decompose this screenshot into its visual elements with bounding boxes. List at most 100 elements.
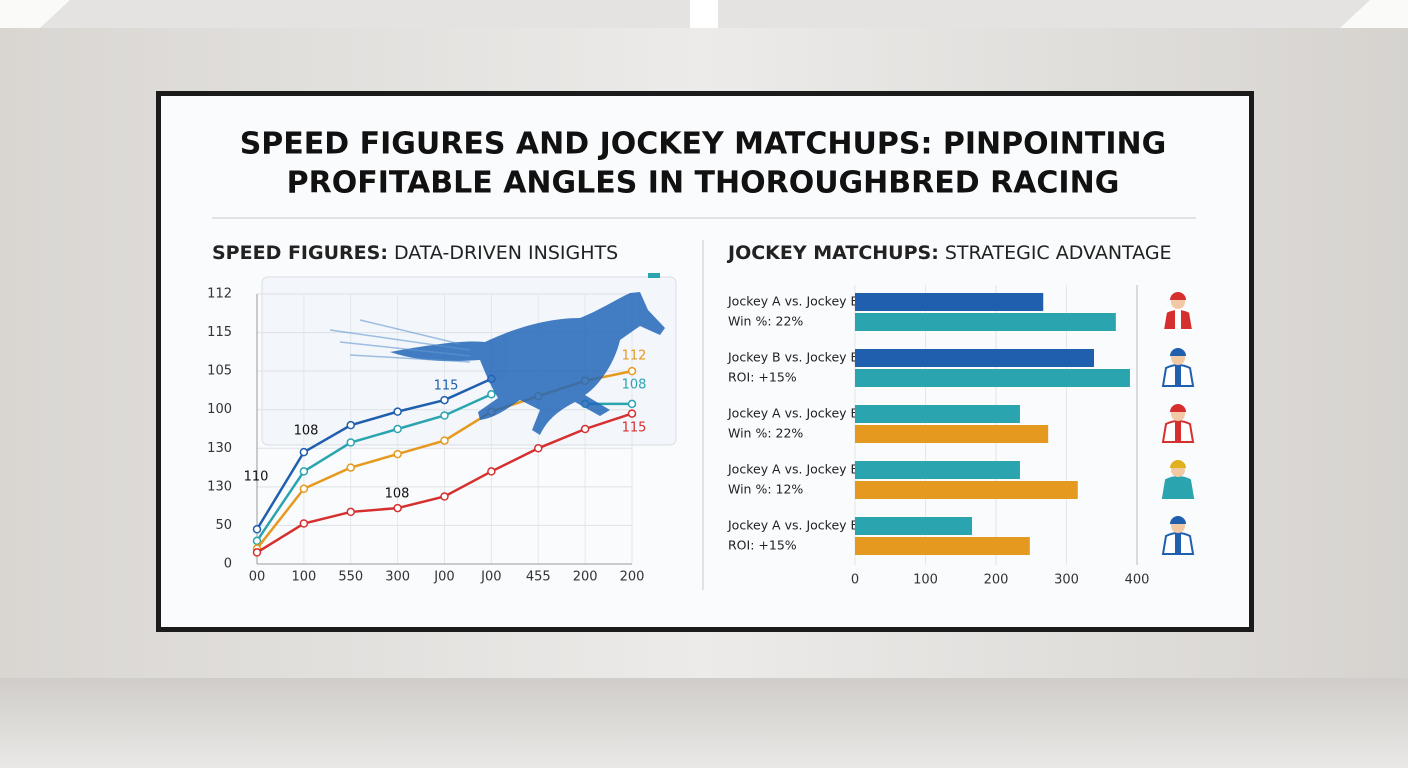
x-tick-label: J00 xyxy=(480,570,501,585)
point-annotation: 115 xyxy=(622,421,647,436)
point xyxy=(487,467,496,476)
bar xyxy=(855,405,1020,423)
point xyxy=(627,366,637,376)
category-label: Jockey A vs. Jockey B xyxy=(727,294,859,309)
motion-lines xyxy=(329,319,471,363)
bar xyxy=(855,517,973,535)
category-note: ROI: +15% xyxy=(728,370,797,385)
bar xyxy=(855,537,1030,555)
section-title-lead: SPEED FIGURES: xyxy=(212,242,388,264)
point xyxy=(252,525,262,534)
category-note: Win %: 22% xyxy=(728,426,803,441)
x-tick-label: 550 xyxy=(338,570,363,585)
series-line xyxy=(255,377,492,530)
section-title-lead: JOCKEY MATCHUPS: xyxy=(726,242,939,264)
point-annotation: 108 xyxy=(385,487,410,502)
jockey-helmet xyxy=(1170,460,1186,468)
y-tick-label: 0 xyxy=(224,557,232,572)
bar xyxy=(855,425,1049,443)
point xyxy=(346,507,355,517)
x-tick-label: 200 xyxy=(573,570,598,585)
section-title: SPEED FIGURES: DATA-DRIVEN INSIGHTS xyxy=(212,242,618,264)
jockey-stripe xyxy=(1175,422,1181,442)
series-line xyxy=(255,393,492,542)
jockey-helmet xyxy=(1170,348,1186,356)
point-annotation: 108 xyxy=(622,378,647,393)
section-subtitle: DATA-DRIVEN INSIGHTS xyxy=(394,242,618,264)
section-subtitle: STRATEGIC ADVANTAGE xyxy=(945,242,1172,264)
bar xyxy=(855,369,1130,387)
x-tick-label: 100 xyxy=(291,570,316,585)
point xyxy=(440,492,449,501)
jockey-helmet xyxy=(1170,404,1186,412)
bar xyxy=(855,349,1094,367)
point xyxy=(440,411,449,420)
point xyxy=(299,519,309,528)
bar xyxy=(855,481,1078,499)
line-layer xyxy=(252,293,637,565)
ceiling-light xyxy=(690,0,718,28)
main-title: SPEED FIGURES AND JOCKEY MATCHUPS: PINPO… xyxy=(240,127,1167,162)
jockey-stripe xyxy=(1175,310,1181,330)
point xyxy=(393,424,402,434)
point xyxy=(393,503,402,513)
point xyxy=(440,395,449,405)
x-tick-label: 0 xyxy=(851,573,859,588)
jockey-stripe xyxy=(1175,534,1181,554)
jockey-icons xyxy=(1161,292,1195,555)
bar xyxy=(855,293,1044,311)
point xyxy=(580,424,590,434)
x-tick-label: 300 xyxy=(1054,573,1079,588)
main-title: PROFITABLE ANGLES IN THOROUGHBRED RACING xyxy=(287,166,1120,201)
y-tick-label: 130 xyxy=(207,479,232,494)
category-label: Jockey A vs. Jockey B xyxy=(727,406,859,421)
horse xyxy=(329,292,665,435)
point xyxy=(346,438,355,447)
jockey-helmet xyxy=(1170,292,1186,300)
x-tick-label: J00 xyxy=(433,570,454,585)
point xyxy=(440,436,449,445)
point xyxy=(346,420,355,430)
point xyxy=(487,390,496,399)
category-label: Jockey A vs. Jockey B xyxy=(727,462,859,477)
point xyxy=(299,447,309,457)
point xyxy=(252,548,262,557)
category-label: Jockey A vs. Jockey B xyxy=(727,518,859,533)
point-annotation: 112 xyxy=(622,349,647,364)
point-annotation: 110 xyxy=(244,470,269,485)
x-tick-label: 100 xyxy=(913,573,938,588)
y-tick-label: 115 xyxy=(207,325,232,340)
jockey-stripe xyxy=(1175,478,1181,498)
category-label: Jockey B vs. Jockey B xyxy=(727,350,859,365)
x-tick-label: 00 xyxy=(249,570,266,585)
point xyxy=(627,409,637,418)
x-tick-label: 200 xyxy=(984,573,1009,588)
x-tick-label: 300 xyxy=(385,570,410,585)
jockey-helmet xyxy=(1170,516,1186,524)
y-tick-label: 100 xyxy=(207,402,232,417)
point xyxy=(346,463,355,472)
floor xyxy=(0,678,1408,768)
category-note: Win %: 22% xyxy=(728,314,803,329)
point xyxy=(299,484,309,494)
point xyxy=(393,407,402,416)
y-tick-label: 105 xyxy=(207,364,232,379)
ceiling-light xyxy=(0,0,70,28)
point xyxy=(534,444,543,453)
point xyxy=(627,399,637,409)
bar xyxy=(855,461,1020,479)
panel-tab xyxy=(648,273,660,278)
y-tick-label: 130 xyxy=(207,441,232,456)
x-tick-label: 200 xyxy=(620,570,645,585)
y-tick-label: 50 xyxy=(215,518,232,533)
ceiling-light xyxy=(1340,0,1408,28)
horse-silhouette xyxy=(390,292,665,435)
section-title: JOCKEY MATCHUPS: STRATEGIC ADVANTAGE xyxy=(726,242,1172,264)
x-tick-label: 455 xyxy=(526,570,551,585)
point xyxy=(252,536,262,546)
jockey-stripe xyxy=(1175,366,1181,386)
y-tick-label: 112 xyxy=(207,287,232,302)
category-note: Win %: 12% xyxy=(728,482,803,497)
x-tick-label: 400 xyxy=(1125,573,1150,588)
